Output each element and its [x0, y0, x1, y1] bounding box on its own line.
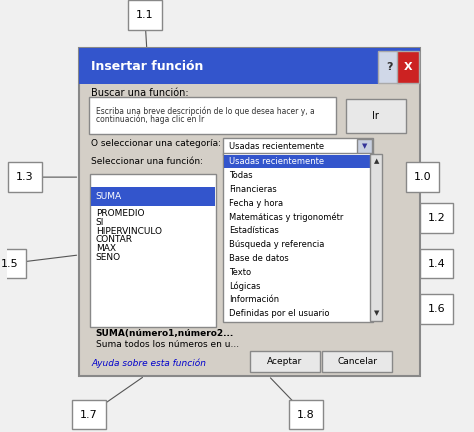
Text: X: X: [404, 62, 412, 72]
FancyBboxPatch shape: [223, 153, 373, 322]
Text: Fecha y hora: Fecha y hora: [229, 199, 283, 207]
FancyBboxPatch shape: [128, 0, 162, 30]
Text: MAX: MAX: [96, 244, 116, 253]
Text: 1.6: 1.6: [428, 304, 446, 314]
Text: 1.7: 1.7: [80, 410, 98, 420]
Text: 1.0: 1.0: [414, 172, 431, 182]
Text: Estadísticas: Estadísticas: [229, 226, 279, 235]
FancyBboxPatch shape: [8, 162, 42, 192]
Text: Escriba una breve descripción de lo que desea hacer y, a: Escriba una breve descripción de lo que …: [96, 107, 314, 116]
Text: Texto: Texto: [229, 268, 251, 276]
Text: ▲: ▲: [374, 159, 379, 165]
Text: Buscar una función:: Buscar una función:: [91, 88, 189, 98]
Text: Insertar función: Insertar función: [91, 60, 203, 73]
FancyBboxPatch shape: [397, 51, 419, 83]
Text: SI: SI: [96, 218, 104, 227]
Text: ▼: ▼: [374, 311, 379, 317]
FancyBboxPatch shape: [346, 99, 406, 133]
FancyBboxPatch shape: [370, 154, 383, 321]
Text: Usadas recientemente: Usadas recientemente: [229, 142, 324, 151]
FancyBboxPatch shape: [0, 249, 26, 278]
FancyBboxPatch shape: [420, 249, 454, 278]
Text: Ayuda sobre esta función: Ayuda sobre esta función: [91, 358, 206, 368]
Text: Base de datos: Base de datos: [229, 254, 289, 263]
FancyBboxPatch shape: [289, 400, 323, 429]
FancyBboxPatch shape: [90, 174, 216, 327]
Text: Aceptar: Aceptar: [267, 357, 302, 365]
Text: Todas: Todas: [229, 171, 253, 180]
Text: Matemáticas y trigonométr: Matemáticas y trigonométr: [229, 212, 343, 222]
Text: Suma todos los números en u...: Suma todos los números en u...: [96, 340, 239, 349]
FancyBboxPatch shape: [72, 400, 106, 429]
Text: 1.4: 1.4: [428, 258, 446, 269]
Text: Financieras: Financieras: [229, 185, 276, 194]
Text: 1.2: 1.2: [428, 213, 446, 223]
Text: ▼: ▼: [362, 143, 367, 149]
Text: Lógicas: Lógicas: [229, 281, 260, 291]
Text: 1.5: 1.5: [0, 258, 18, 269]
FancyBboxPatch shape: [357, 139, 372, 154]
Text: CONTAR: CONTAR: [96, 235, 133, 244]
FancyBboxPatch shape: [420, 294, 454, 324]
FancyBboxPatch shape: [223, 138, 373, 155]
Text: Seleccionar una función:: Seleccionar una función:: [91, 158, 203, 166]
FancyBboxPatch shape: [79, 48, 420, 376]
Text: Cancelar: Cancelar: [337, 357, 377, 365]
FancyBboxPatch shape: [250, 351, 320, 372]
FancyBboxPatch shape: [91, 187, 215, 206]
Text: Ir: Ir: [373, 111, 379, 121]
Text: SUMA: SUMA: [96, 192, 122, 201]
Text: Búsqueda y referencia: Búsqueda y referencia: [229, 240, 324, 249]
FancyBboxPatch shape: [406, 162, 439, 192]
Text: O seleccionar una categoría:: O seleccionar una categoría:: [91, 139, 221, 148]
Text: 1.3: 1.3: [16, 172, 34, 182]
Text: HIPERVINCULO: HIPERVINCULO: [96, 227, 162, 235]
Text: continuación, haga clic en Ir: continuación, haga clic en Ir: [96, 114, 204, 124]
FancyBboxPatch shape: [378, 51, 401, 83]
Text: 1.8: 1.8: [297, 410, 315, 420]
Text: Usadas recientemente: Usadas recientemente: [229, 157, 324, 166]
FancyBboxPatch shape: [224, 155, 371, 168]
FancyBboxPatch shape: [322, 351, 392, 372]
Text: ?: ?: [386, 62, 393, 72]
Text: Información: Información: [229, 295, 279, 304]
Text: SENO: SENO: [96, 253, 121, 261]
Text: PROMEDIO: PROMEDIO: [96, 210, 144, 218]
FancyBboxPatch shape: [79, 48, 420, 84]
FancyBboxPatch shape: [89, 97, 336, 134]
Text: Definidas por el usuario: Definidas por el usuario: [229, 309, 329, 318]
Text: 1.1: 1.1: [136, 10, 154, 20]
Text: SUMA(número1,número2...: SUMA(número1,número2...: [96, 329, 234, 338]
FancyBboxPatch shape: [420, 203, 454, 233]
